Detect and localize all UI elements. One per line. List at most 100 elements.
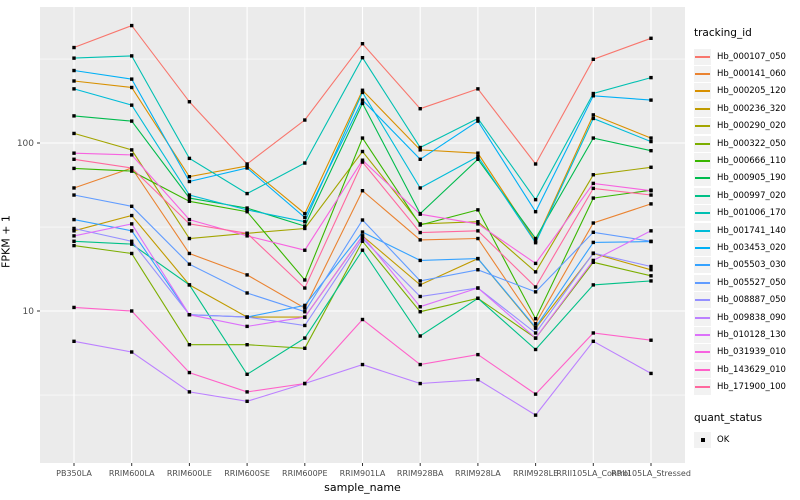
legend-key-swatch (694, 100, 711, 117)
legend-item-label: Hb_005503_030 (717, 260, 786, 271)
data-point-marker (476, 236, 480, 241)
data-point-marker (418, 258, 422, 263)
data-point-marker (360, 362, 365, 367)
legend-item-label: Hb_000205_120 (717, 86, 786, 97)
data-point-marker (476, 268, 480, 272)
data-point-marker (591, 331, 595, 335)
data-point-marker (245, 324, 249, 329)
quant-status-label: OK (717, 434, 730, 445)
data-point-marker (360, 189, 365, 193)
data-point-marker (130, 251, 134, 256)
legend-key-line-icon (695, 55, 710, 58)
data-point-marker (303, 306, 307, 310)
data-point-marker (187, 236, 192, 241)
data-point-marker (418, 305, 422, 309)
data-point-marker (303, 315, 307, 319)
data-point-marker (130, 242, 134, 246)
legend-key-line-icon (695, 351, 710, 354)
data-point-marker (72, 186, 76, 190)
square-marker-icon (700, 437, 705, 442)
legend-key-line-icon (695, 368, 710, 371)
data-point-marker (476, 352, 480, 357)
x-tick-label: RRIM600LA (109, 469, 155, 478)
legend-key-swatch (694, 361, 711, 378)
data-point-marker (130, 169, 134, 173)
data-point-marker (649, 239, 653, 243)
legend-key-line-icon (695, 316, 710, 319)
legend-key-swatch (694, 153, 711, 170)
data-point-marker (130, 103, 134, 107)
data-point-marker (360, 42, 365, 46)
data-point-marker (72, 226, 76, 231)
data-point-marker (360, 218, 365, 222)
data-point-marker (360, 90, 365, 95)
legend-item-label: Hb_143629_010 (717, 364, 786, 375)
data-point-marker (303, 303, 307, 308)
legend-item-Hb_005527_050: Hb_005527_050 (694, 274, 800, 291)
data-point-marker (649, 75, 653, 80)
data-point-marker (418, 310, 422, 314)
legend-key-line-icon (695, 333, 710, 336)
data-point-marker (649, 136, 653, 140)
data-point-marker (187, 262, 192, 266)
data-point-marker (591, 186, 595, 191)
data-point-marker (649, 274, 653, 278)
data-point-marker (130, 85, 134, 90)
x-tick-label: RRIM600SE (224, 469, 270, 478)
data-point-marker (533, 413, 538, 417)
legend-item-Hb_000997_020: Hb_000997_020 (694, 187, 800, 204)
data-point-marker (72, 114, 76, 118)
legend-item-Hb_000205_120: Hb_000205_120 (694, 83, 800, 100)
legend-key-swatch (694, 344, 711, 361)
data-point-marker (476, 229, 480, 233)
data-point-marker (418, 148, 422, 152)
legend-key-swatch (694, 309, 711, 326)
data-point-marker (533, 336, 538, 340)
data-point-marker (533, 236, 538, 241)
data-point-marker (360, 98, 365, 102)
data-point-marker (187, 100, 192, 104)
x-tick-label: RRIM600PE (282, 469, 328, 478)
data-point-marker (418, 157, 422, 161)
data-point-marker (130, 119, 134, 123)
y-axis-title: FPKM + 1 (0, 215, 13, 268)
data-point-marker (245, 208, 249, 212)
data-point-marker (360, 136, 365, 140)
data-point-marker (591, 260, 595, 264)
data-point-marker (245, 206, 249, 210)
legend-key-swatch (694, 187, 711, 204)
data-point-marker (72, 229, 76, 233)
data-point-marker (418, 223, 422, 227)
data-point-marker (533, 241, 538, 245)
data-point-marker (649, 268, 653, 272)
data-point-marker (360, 317, 365, 322)
legend-item-label: Hb_000322_050 (717, 138, 786, 149)
data-point-marker (245, 399, 249, 404)
legend-item-Hb_009838_090: Hb_009838_090 (694, 309, 800, 326)
x-tick-label: RRIM928BA (397, 469, 444, 478)
x-axis-title: sample_name (324, 481, 401, 494)
y-tick-label: 100 (17, 139, 34, 149)
legend-item-Hb_003453_020: Hb_003453_020 (694, 239, 800, 256)
data-point-marker (591, 230, 595, 235)
legend-item-label: Hb_171900_100 (717, 382, 786, 393)
legend-item-Hb_143629_010: Hb_143629_010 (694, 361, 800, 378)
data-point-marker (360, 88, 365, 92)
data-point-marker (649, 139, 653, 144)
data-point-marker (476, 119, 480, 123)
data-point-marker (591, 196, 595, 200)
data-point-marker (187, 222, 192, 226)
data-point-marker (591, 258, 595, 263)
data-point-marker (187, 283, 192, 287)
legend-key-swatch (694, 170, 711, 187)
data-point-marker (649, 36, 653, 40)
legend-item-Hb_000290_020: Hb_000290_020 (694, 118, 800, 135)
legend-item-label: Hb_003453_020 (717, 242, 786, 253)
data-point-marker (303, 346, 307, 350)
legend-item-label: Hb_000905_190 (717, 173, 786, 184)
data-point-marker (72, 79, 76, 83)
data-point-marker (533, 270, 538, 274)
data-point-marker (649, 148, 653, 153)
legend-key-swatch (694, 118, 711, 135)
data-point-marker (591, 136, 595, 140)
